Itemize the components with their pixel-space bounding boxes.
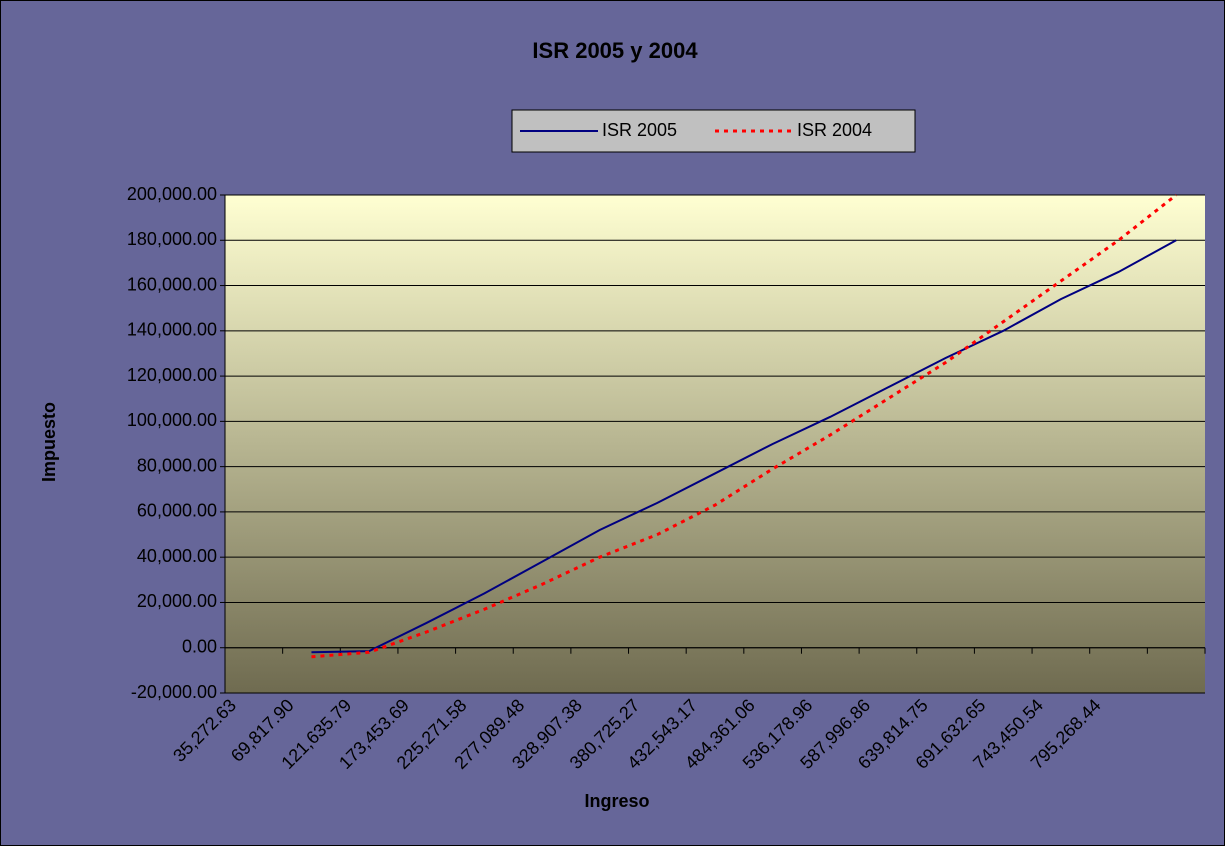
y-tick-label: 40,000.00 (137, 546, 217, 566)
legend-label: ISR 2005 (602, 120, 677, 140)
y-tick-label: 0.00 (182, 636, 217, 656)
series-line (311, 239, 1177, 654)
y-tick-label: 100,000.00 (127, 410, 217, 430)
y-tick-label: 180,000.00 (127, 229, 217, 249)
y-tick-label: 80,000.00 (137, 455, 217, 475)
y-tick-label: 20,000.00 (137, 591, 217, 611)
y-tick-label: 120,000.00 (127, 365, 217, 385)
series-line (311, 193, 1178, 659)
y-tick-label: 200,000.00 (127, 184, 217, 204)
y-axis-title: Impuesto (39, 402, 59, 482)
x-axis-title: Ingreso (584, 791, 649, 811)
plot-area (225, 195, 1205, 693)
y-tick-label: -20,000.00 (131, 682, 217, 702)
y-tick-label: 160,000.00 (127, 274, 217, 294)
legend-label: ISR 2004 (797, 120, 872, 140)
y-tick-label: 60,000.00 (137, 501, 217, 521)
y-tick-label: 140,000.00 (127, 320, 217, 340)
chart-title: ISR 2005 y 2004 (532, 38, 698, 63)
